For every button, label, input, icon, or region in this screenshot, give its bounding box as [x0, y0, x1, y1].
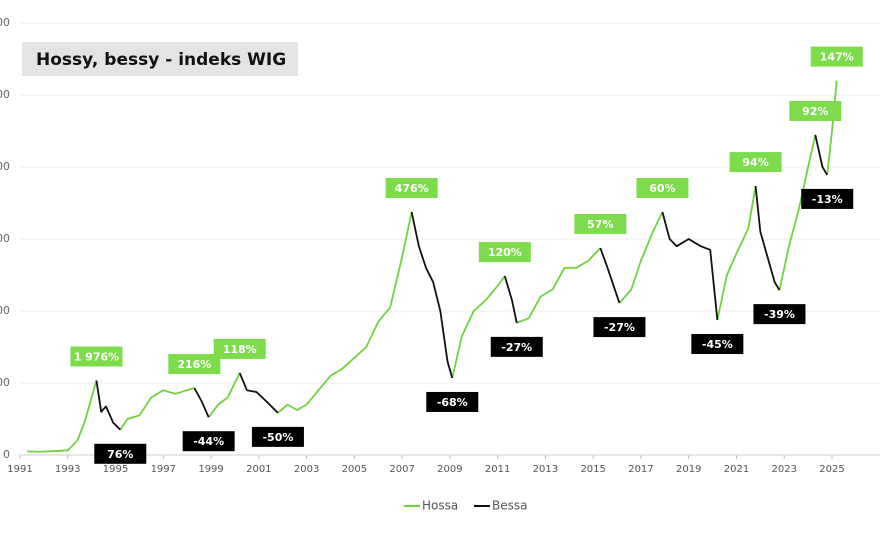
- bull-label-box: [729, 152, 782, 173]
- bull-label-box: [213, 338, 266, 359]
- bear-label-box: [251, 426, 304, 447]
- bear-label-box: [691, 334, 744, 354]
- bull-label-box: [70, 346, 123, 367]
- bull-label: 120%: [488, 246, 522, 259]
- bear-label: -68%: [437, 396, 468, 409]
- x-tick-label: 2015: [580, 464, 605, 475]
- bull-label-box: [810, 46, 863, 67]
- bull-label-box: [478, 242, 531, 263]
- bear-label: -44%: [193, 435, 224, 448]
- bull-label: 476%: [395, 182, 429, 195]
- bear-label: -27%: [501, 341, 532, 354]
- bull-label: 147%: [820, 51, 854, 64]
- x-tick-label: 2019: [676, 464, 701, 475]
- y-tick-label: 40000: [0, 304, 10, 317]
- line-1: [95, 134, 828, 431]
- bull-label-box: [385, 178, 438, 198]
- legend-label: Hossa: [422, 499, 458, 513]
- x-tick-label: 2013: [533, 464, 558, 475]
- bull-label-box: [168, 354, 221, 375]
- bull-label: 92%: [802, 105, 828, 118]
- bear-label-box: [593, 317, 646, 338]
- bear-label: -50%: [262, 431, 293, 444]
- bear-label-box: [490, 336, 543, 357]
- bear-label-box: [801, 188, 854, 209]
- x-tick-label: 1991: [7, 464, 32, 475]
- legend-label: Bessa: [492, 499, 527, 513]
- bear-label: -13%: [812, 193, 843, 206]
- y-tick-label: 20000: [0, 376, 10, 389]
- bull-label-box: [636, 178, 689, 198]
- x-tick-label: 2025: [819, 464, 844, 475]
- bear-label: -39%: [764, 308, 795, 321]
- bear-label-box: [426, 391, 479, 412]
- x-tick-label: 2023: [772, 464, 797, 475]
- bear-label: -45%: [702, 338, 733, 351]
- bear-label-box: [753, 304, 806, 325]
- y-tick-label: 120000: [0, 16, 10, 29]
- bull-label: 118%: [223, 343, 257, 356]
- x-tick-label: 2003: [294, 464, 319, 475]
- bull-label: 57%: [587, 218, 613, 231]
- x-tick-label: 2021: [724, 464, 749, 475]
- x-tick-label: 1995: [103, 464, 128, 475]
- bull-label: 216%: [177, 358, 211, 371]
- x-tick-label: 1997: [151, 464, 176, 475]
- x-tick-label: 2007: [389, 464, 414, 475]
- y-tick-label: 80000: [0, 160, 10, 173]
- x-tick-label: 1993: [55, 464, 80, 475]
- bear-label: -27%: [604, 321, 635, 334]
- y-tick-label: 0: [3, 448, 10, 461]
- y-tick-label: 60000: [0, 232, 10, 245]
- bear-label: 76%: [107, 448, 133, 461]
- bull-label-box: [574, 214, 627, 234]
- line-0: [27, 80, 838, 453]
- bear-label-box: [94, 443, 147, 464]
- x-tick-label: 2001: [246, 464, 271, 475]
- x-tick-label: 1999: [198, 464, 223, 475]
- y-tick-label: 100000: [0, 88, 10, 101]
- chart-title: Hossy, bessy - indeks WIG: [36, 50, 286, 70]
- x-tick-label: 2011: [485, 464, 510, 475]
- bull-label: 94%: [742, 156, 768, 169]
- title-box: [22, 42, 298, 76]
- x-tick-label: 2005: [342, 464, 367, 475]
- bull-label: 60%: [649, 182, 675, 195]
- bull-label-box: [789, 100, 842, 121]
- x-tick-label: 2009: [437, 464, 462, 475]
- x-tick-label: 2017: [628, 464, 653, 475]
- bull-label: 1 976%: [74, 350, 119, 363]
- bear-label-box: [182, 431, 235, 452]
